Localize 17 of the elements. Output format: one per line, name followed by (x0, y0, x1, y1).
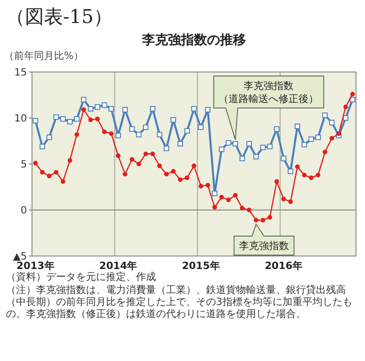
y-tick-label: 5 (20, 160, 27, 170)
x-tick-label: 2015年 (182, 260, 220, 272)
y-tick-label: 15 (14, 68, 27, 78)
annotation: （図表-15） (6, 5, 113, 30)
series-label: 李克強指数（道路輸送へ修正後） (218, 80, 319, 105)
y-axis-title: （前年同月比%） (4, 50, 84, 62)
y-tick-label: ▲5 (12, 252, 27, 262)
annotation: （注）李克強指数は、電力消費量（工業）、鉄道貨物輸送量、銀行貸出残高（中長期）の前年同月比を推定した上で、その3指標を均等に加重平均したもの。李克強指数（修正後）は鉄道の代わりに道路を使用した場合。 (6, 285, 354, 321)
y-tick-label: 0 (20, 206, 27, 216)
x-tick-label: 2014年 (99, 260, 138, 272)
chart-title: 李克強指数の推移 (141, 32, 246, 48)
label-李克強指数（道路輸送へ修正後）: 李克強指数（道路輸送へ修正後） (213, 76, 324, 140)
annotation: （資料）データを元に推定、作成 (6, 272, 157, 284)
label-李克強指数: 李克強指数 (234, 223, 294, 256)
x-tick-label: 2016年 (264, 260, 303, 272)
x-tick-label: 2013年 (16, 260, 54, 272)
y-tick-label: 10 (14, 114, 27, 124)
